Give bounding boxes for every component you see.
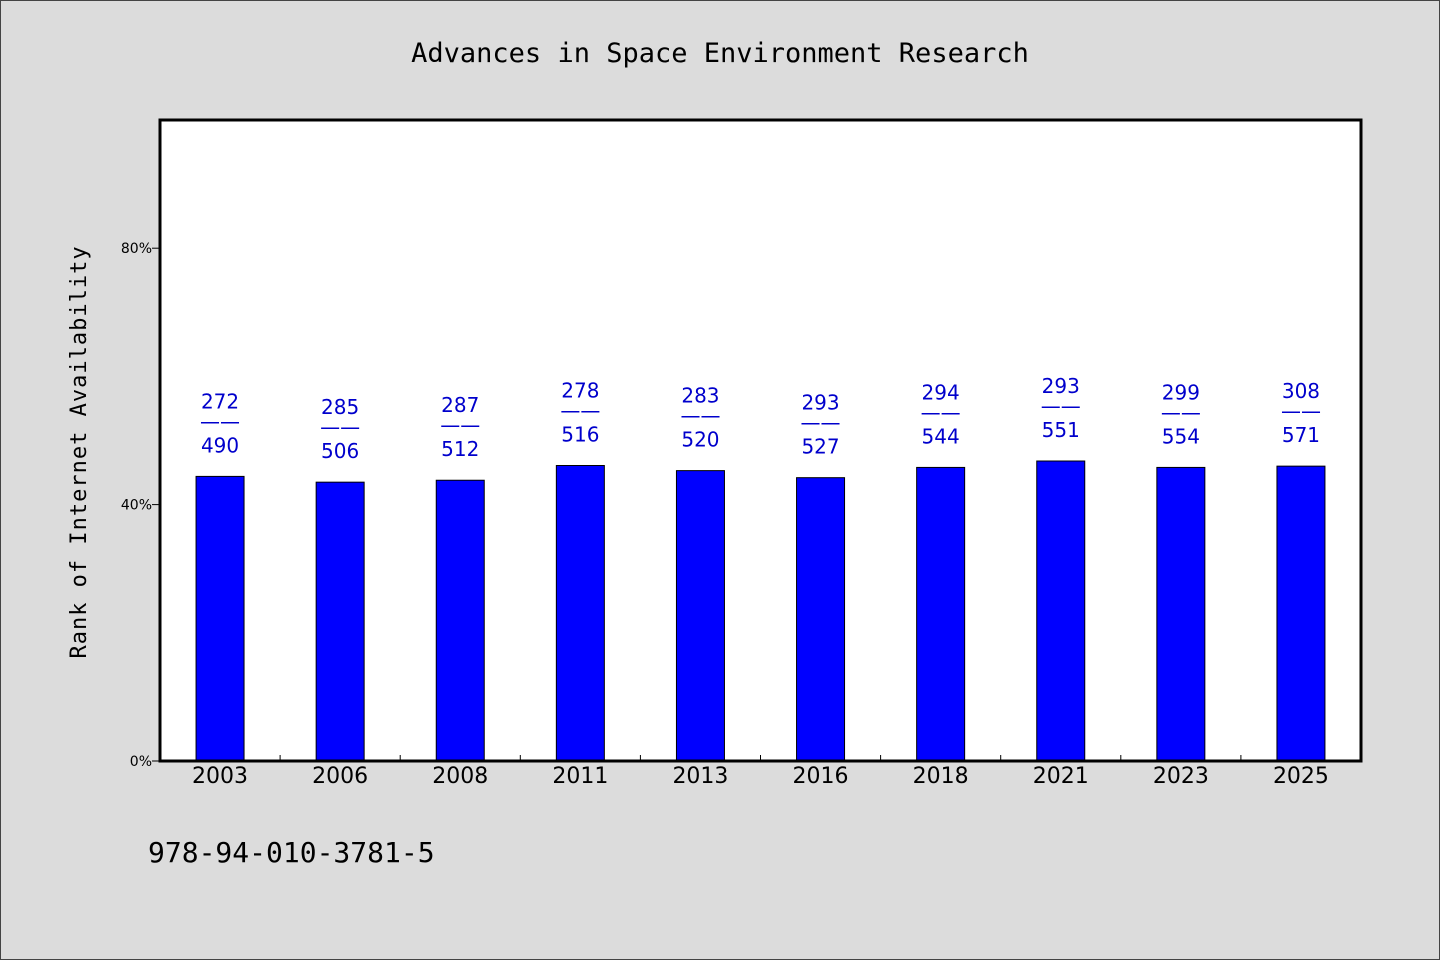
bar-2013 (675, 470, 725, 762)
x-tick-label-2013: 2013 (672, 764, 728, 789)
x-tick-label-2018: 2018 (913, 764, 969, 789)
bar-2008 (435, 479, 485, 762)
bar-label-sep-2008: —— (440, 413, 480, 437)
bar-label-top-2021: 293 (1042, 374, 1080, 398)
bar-label-sep-2003: —— (200, 409, 240, 433)
x-tick-label-2021: 2021 (1033, 764, 1089, 789)
bar-2006 (315, 481, 365, 762)
chart-title: Advances in Space Environment Research (411, 38, 1029, 69)
y-axis-ticks: 0% 40% 80% (121, 241, 160, 770)
bar-label-sep-2025: —— (1281, 399, 1321, 423)
bar-label-bottom-2003: 490 (201, 433, 239, 457)
bar-label-top-2008: 287 (441, 393, 479, 417)
y-tick-label-0: 0% (130, 754, 152, 770)
bar-label-bottom-2025: 571 (1282, 423, 1320, 447)
bar-label-top-2013: 283 (681, 384, 719, 408)
bar-label-top-2003: 272 (201, 389, 239, 413)
y-tick-label-80: 80% (121, 241, 152, 257)
x-tick-label-2023: 2023 (1153, 764, 1209, 789)
bar-2016 (796, 477, 846, 762)
bar-label-bottom-2013: 520 (681, 428, 719, 452)
bar-label-bottom-2021: 551 (1042, 418, 1080, 442)
bar-label-bottom-2008: 512 (441, 437, 479, 461)
bar-label-bottom-2011: 516 (561, 422, 599, 446)
bar-label-top-2006: 285 (321, 395, 359, 419)
bar-label-sep-2013: —— (680, 404, 720, 428)
bar-label-sep-2023: —— (1161, 400, 1201, 424)
x-axis-ticks: 2003 2006 2008 2011 2013 2016 2018 2021 2023 2025 (192, 755, 1329, 789)
bar-2025 (1276, 465, 1326, 762)
footer-isbn: 978-94-010-3781-5 (148, 836, 435, 869)
bar-label-sep-2006: —— (320, 415, 360, 439)
bar-label-top-2011: 278 (561, 378, 599, 402)
y-tick-label-40: 40% (121, 498, 152, 514)
bars-group (195, 460, 1326, 762)
bar-label-top-2018: 294 (922, 380, 960, 404)
bar-2021 (1036, 460, 1086, 762)
plot-border (158, 118, 1363, 763)
bar-label-sep-2021: —— (1041, 394, 1081, 418)
bar-label-top-2025: 308 (1282, 379, 1320, 403)
bar-label-bottom-2006: 506 (321, 439, 359, 463)
bar-label-top-2016: 293 (801, 391, 839, 415)
x-tick-label-2025: 2025 (1273, 764, 1329, 789)
bar-2011 (555, 464, 605, 762)
bar-label-sep-2018: —— (921, 400, 961, 424)
bar-label-top-2023: 299 (1162, 380, 1200, 404)
x-tick-label-2006: 2006 (312, 764, 368, 789)
bar-2023 (1156, 466, 1206, 762)
bar-label-bottom-2023: 554 (1162, 424, 1200, 448)
bar-label-bottom-2016: 527 (801, 435, 839, 459)
x-tick-label-2003: 2003 (192, 764, 248, 789)
x-tick-label-2016: 2016 (793, 764, 849, 789)
data-labels-group: 272——490285——506287——512278——516283——520… (200, 374, 1321, 463)
x-tick-label-2008: 2008 (432, 764, 488, 789)
y-axis-label: Rank of Internet Availability (67, 245, 92, 658)
bar-2003 (195, 475, 245, 762)
bar-2018 (916, 466, 966, 762)
bar-label-sep-2016: —— (801, 411, 841, 435)
bar-label-bottom-2018: 544 (922, 424, 960, 448)
x-tick-label-2011: 2011 (552, 764, 608, 789)
bar-label-sep-2011: —— (560, 398, 600, 422)
